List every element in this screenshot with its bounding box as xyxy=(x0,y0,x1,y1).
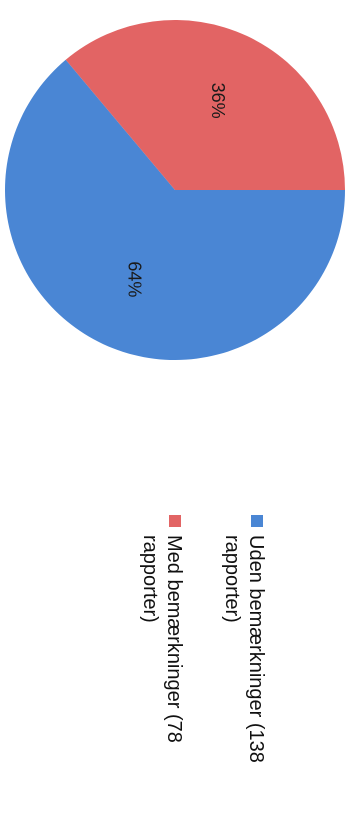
percent-labels: 64% 36% xyxy=(125,83,228,298)
pie xyxy=(5,20,345,360)
legend-label-1-line-1: Uden bemærkninger (138 xyxy=(245,535,267,763)
legend-label-1-line-2: rapporter) xyxy=(221,535,243,623)
pie-slice-1 xyxy=(5,59,345,360)
legend-swatch-1 xyxy=(251,515,263,527)
pie-slice-2 xyxy=(65,20,345,190)
percent-label-2: 36% xyxy=(208,83,228,119)
legend-label-2-line-2: rapporter) xyxy=(139,535,161,623)
legend-swatch-2 xyxy=(169,515,181,527)
legend-label-2-line-1: Med bemærkninger (78 xyxy=(163,535,185,743)
percent-label-1: 64% xyxy=(125,261,145,297)
